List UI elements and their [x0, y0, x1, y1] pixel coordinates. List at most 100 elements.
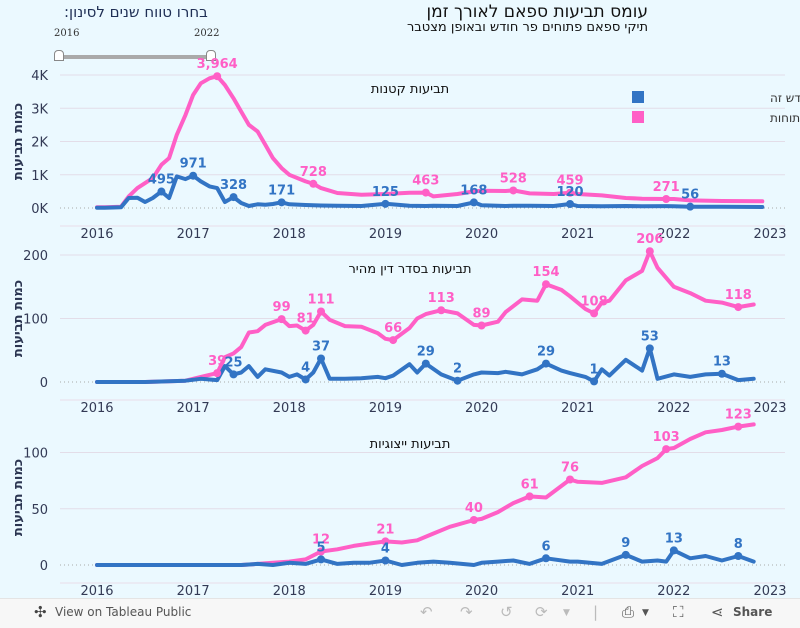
undo-icon[interactable]: ↶	[420, 603, 433, 621]
data-point	[277, 315, 286, 324]
data-label: 81	[297, 312, 315, 327]
x-tick-label: 2020	[465, 584, 498, 598]
data-label: 154	[532, 265, 559, 280]
data-label: 495	[148, 173, 175, 188]
x-tick-label: 2020	[465, 227, 498, 242]
download-dropdown-icon[interactable]: ▼	[642, 608, 649, 618]
chart-panel-1: 0K 1K 2K 3K 4K 2016 2017 2018 2019 2020 2021 2022 20…	[11, 57, 787, 242]
share-button[interactable]: Share	[733, 605, 773, 619]
chart-title: תביעות ייצוגיות	[370, 437, 451, 452]
chart-title: תביעות קטנות	[371, 82, 449, 97]
y-tick-label: 200	[23, 249, 48, 264]
x-tick-label: 2019	[369, 401, 402, 416]
data-point	[734, 552, 743, 560]
data-label: 9	[621, 536, 630, 551]
y-tick-label: 0	[40, 376, 48, 391]
data-label: 4	[381, 542, 390, 557]
data-label: 113	[428, 291, 455, 306]
y-tick-label: 50	[31, 503, 48, 518]
data-label: 171	[268, 183, 295, 198]
data-point	[541, 554, 550, 563]
data-point	[566, 188, 575, 197]
data-label: 66	[384, 321, 402, 336]
download-icon[interactable]: ⎙	[622, 603, 635, 621]
share-icon[interactable]: ⋖	[711, 603, 724, 621]
year-filter-label: בחרו טווח שנים לסינון:	[64, 3, 208, 21]
legend-label: תביעות פתוחות	[770, 111, 800, 125]
data-label: 29	[417, 345, 435, 360]
data-point	[437, 306, 446, 315]
data-label: 37	[312, 340, 330, 355]
x-tick-label: 2017	[177, 584, 210, 598]
x-tick-label: 2016	[80, 401, 113, 416]
data-label: 25	[224, 355, 242, 370]
x-tick-label: 2018	[273, 584, 306, 598]
refresh-icon[interactable]: ⟳	[535, 603, 548, 621]
data-label: 2	[453, 362, 462, 377]
slider-handle-max[interactable]	[206, 50, 216, 61]
data-label: 111	[307, 293, 334, 308]
data-label: 29	[537, 345, 555, 360]
data-label: 89	[473, 306, 491, 321]
x-tick-label: 2021	[561, 584, 594, 598]
data-point	[317, 307, 326, 316]
y-axis-label: כמות תביעות	[11, 459, 26, 536]
chart-panel-3: 0 50 100 2016 2017 2018 2019 2020 2021 2022 2023 כמ…	[11, 408, 787, 598]
data-point	[213, 72, 222, 81]
x-tick-label: 2023	[753, 227, 786, 242]
x-tick-label: 2019	[369, 227, 402, 242]
data-label: 1	[590, 362, 599, 377]
x-tick-label: 2020	[465, 401, 498, 416]
y-axis-label: כמות תביעות	[11, 280, 26, 357]
x-tick-label: 2019	[369, 584, 402, 598]
data-label: 5	[316, 540, 325, 555]
refresh-dropdown-icon[interactable]: ▼	[563, 608, 570, 618]
tableau-logo-icon: ✣	[34, 603, 47, 621]
x-tick-label: 2018	[273, 401, 306, 416]
data-point	[389, 336, 398, 345]
view-on-tableau-link[interactable]: View on Tableau Public	[55, 605, 192, 619]
data-label: 13	[665, 531, 683, 546]
data-label: 971	[180, 157, 207, 172]
data-label: 13	[713, 355, 731, 370]
y-tick-label: 1K	[31, 169, 48, 184]
redo-icon[interactable]: ↷	[460, 603, 473, 621]
y-axis-label: כמות תביעות	[11, 103, 26, 180]
y-tick-label: 0K	[31, 202, 48, 217]
data-label: 12	[312, 533, 330, 548]
x-tick-label: 2017	[177, 401, 210, 416]
legend: נפתחו בחודש זה תביעות פתוחות	[632, 91, 800, 125]
y-tick-label: 100	[23, 313, 48, 328]
data-label: 271	[653, 180, 680, 195]
separator: |	[593, 603, 599, 621]
x-tick-label: 2023	[753, 584, 786, 598]
year-range-slider[interactable]	[58, 55, 214, 59]
x-tick-label: 2022	[657, 584, 690, 598]
legend-label: נפתחו בחודש זה	[770, 91, 800, 105]
data-label: 6	[541, 539, 550, 554]
slider-handle-min[interactable]	[54, 50, 64, 61]
data-point	[317, 547, 326, 556]
dashboard-title: עומס תביעות ספאם לאורך זמן	[426, 2, 648, 22]
data-label: 53	[641, 329, 659, 344]
tableau-toolbar: ✣ View on Tableau Public ↶ ↷ ↺ ⟳ ▼ | ⎙ ▼…	[0, 598, 800, 628]
data-point	[509, 186, 518, 195]
data-point	[566, 200, 575, 209]
year-filter-min: 2016	[54, 28, 80, 39]
data-point	[590, 309, 599, 318]
data-label: 528	[500, 171, 527, 186]
data-point	[229, 193, 238, 202]
data-label: 21	[376, 522, 394, 537]
data-point	[734, 303, 743, 312]
data-point	[525, 492, 534, 501]
fullscreen-icon[interactable]: ⛶	[673, 603, 684, 621]
series-line-open-total	[95, 249, 756, 384]
data-label: 459	[556, 174, 583, 189]
data-point	[541, 359, 550, 368]
data-point	[381, 537, 390, 546]
data-label: 728	[300, 165, 327, 180]
revert-icon[interactable]: ↺	[500, 603, 513, 621]
data-point	[309, 179, 318, 188]
data-point	[469, 198, 478, 207]
data-point	[301, 375, 310, 384]
